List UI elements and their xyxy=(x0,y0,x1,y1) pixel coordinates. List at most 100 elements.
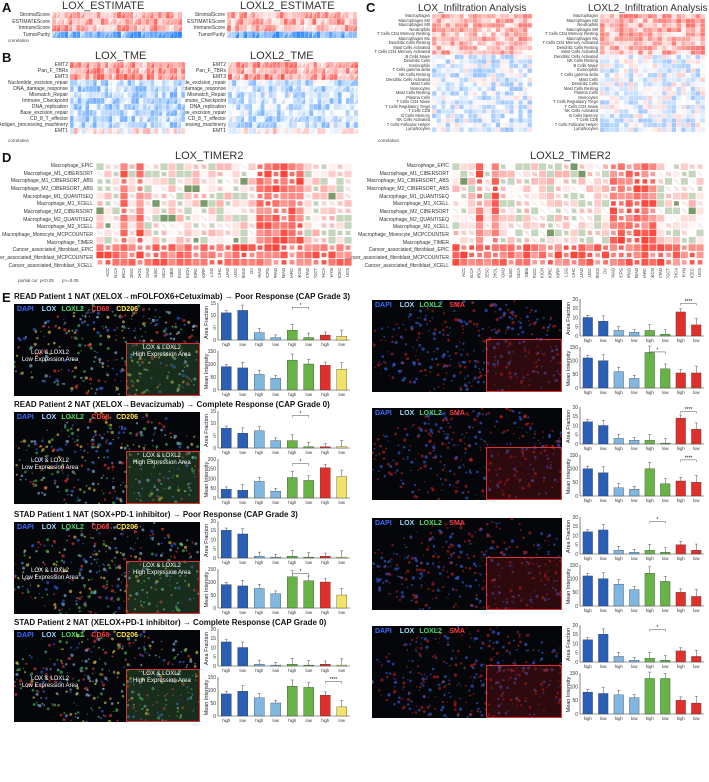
heat-cell xyxy=(280,200,288,207)
heat-cell-ns-mark xyxy=(602,163,609,170)
heat-cell xyxy=(671,122,677,128)
y-tick-label: 5 xyxy=(213,325,216,331)
heatmap-row-label: Monocytes xyxy=(578,94,598,100)
heat-cell xyxy=(604,118,610,124)
heat-cell-triangle xyxy=(321,68,326,74)
heat-cell-ns-mark xyxy=(224,230,232,236)
heat-cell-triangle xyxy=(321,116,326,122)
heat-cell-triangle xyxy=(256,110,261,116)
heat-cell xyxy=(344,200,352,207)
heat-cell-ns-mark xyxy=(176,200,184,207)
heat-cell xyxy=(108,24,114,32)
heat-cell-ns-mark xyxy=(304,193,312,199)
heat-cell-triangle xyxy=(123,86,128,92)
heat-cell xyxy=(432,118,437,124)
heat-cell xyxy=(89,103,94,111)
heat-cell-triangle xyxy=(100,31,105,38)
heat-cell-triangle xyxy=(77,122,82,128)
heat-cell xyxy=(158,103,163,111)
heat-cell-ns-mark xyxy=(578,163,585,170)
heat-cell xyxy=(432,54,437,60)
stain-label: CD68 xyxy=(91,306,110,313)
heat-cell-ns-mark xyxy=(681,200,688,207)
heat-cell-triangle xyxy=(56,25,61,32)
heat-cell xyxy=(628,68,634,74)
heat-cell xyxy=(345,62,350,69)
bar xyxy=(253,556,265,559)
y-tick-label: 150 xyxy=(570,671,579,677)
heat-cell xyxy=(586,185,594,193)
heat-cell xyxy=(604,95,610,101)
heat-cell xyxy=(216,163,224,170)
heat-cell xyxy=(184,170,192,178)
heat-cell-ns-mark xyxy=(602,193,609,199)
heat-cell-triangle xyxy=(283,31,288,38)
heatmap-row-label: EMT2 xyxy=(212,62,226,68)
heat-cell xyxy=(337,121,342,129)
heat-cell xyxy=(432,59,437,65)
heat-cell xyxy=(284,127,290,134)
bar xyxy=(286,440,298,449)
heat-cell-triangle xyxy=(251,25,256,32)
heat-cell xyxy=(527,68,532,74)
group-tick-label: low xyxy=(600,664,607,669)
heat-cell xyxy=(459,81,464,87)
heat-cell xyxy=(513,54,519,60)
heat-cell-triangle xyxy=(276,80,281,86)
heat-cell xyxy=(287,24,293,32)
high-expression-inset xyxy=(486,338,563,393)
heat-cell xyxy=(472,95,478,101)
heat-cell-triangle xyxy=(169,31,174,38)
heat-cell xyxy=(495,118,501,124)
heat-cell-ns-mark xyxy=(160,222,168,229)
bar xyxy=(613,438,624,445)
heat-cell xyxy=(515,229,523,237)
heat-cell xyxy=(539,244,547,251)
heat-cell xyxy=(477,91,483,96)
heat-cell-ns-mark xyxy=(649,208,656,214)
heat-cell-ns-mark xyxy=(673,200,680,207)
heat-cell xyxy=(296,192,304,200)
heat-cell-triangle xyxy=(112,62,116,68)
heat-cell xyxy=(252,85,257,93)
heat-cell xyxy=(666,36,672,42)
y-tick-label: 15 xyxy=(572,632,578,638)
heat-cell xyxy=(120,163,128,170)
low-expression-label: LOX & LOXL2 Low Expression Area xyxy=(21,458,79,471)
heat-cell-ns-mark xyxy=(618,215,625,221)
heat-cell xyxy=(260,115,265,123)
heat-cell xyxy=(504,54,510,60)
heat-cell xyxy=(436,14,442,19)
heat-cell xyxy=(292,121,298,129)
heat-cell-triangle xyxy=(84,12,89,19)
group-tick-label: high xyxy=(615,498,624,503)
heat-cell-triangle xyxy=(340,31,345,38)
heat-cell xyxy=(700,32,705,37)
heat-cell xyxy=(89,62,94,69)
heat-cell-ns-mark xyxy=(547,252,554,258)
heat-cell xyxy=(472,50,478,55)
heat-cell xyxy=(495,63,501,69)
heat-cell xyxy=(472,18,478,24)
heat-cell xyxy=(96,79,101,87)
heat-cell xyxy=(600,54,605,60)
heat-cell-triangle xyxy=(305,68,310,74)
heat-cell xyxy=(509,41,514,46)
heat-cell xyxy=(661,63,667,69)
heat-cell-triangle xyxy=(293,104,298,110)
heat-cell xyxy=(127,97,132,105)
high-expression-label: LOX & LOXL2 High Expression Area xyxy=(133,453,191,467)
heat-cell xyxy=(486,27,492,33)
heat-cell xyxy=(657,236,665,244)
heat-cell-triangle xyxy=(312,12,317,19)
heat-cell xyxy=(509,77,514,83)
heat-cell xyxy=(463,18,469,24)
heat-cell xyxy=(320,207,328,215)
heat-cell xyxy=(244,79,249,87)
heat-cell xyxy=(450,127,455,132)
group-tick-label: low xyxy=(693,446,700,451)
heat-cell xyxy=(623,50,629,55)
heat-cell xyxy=(240,121,245,129)
bar xyxy=(691,550,702,555)
significance-mark: * xyxy=(300,411,302,417)
